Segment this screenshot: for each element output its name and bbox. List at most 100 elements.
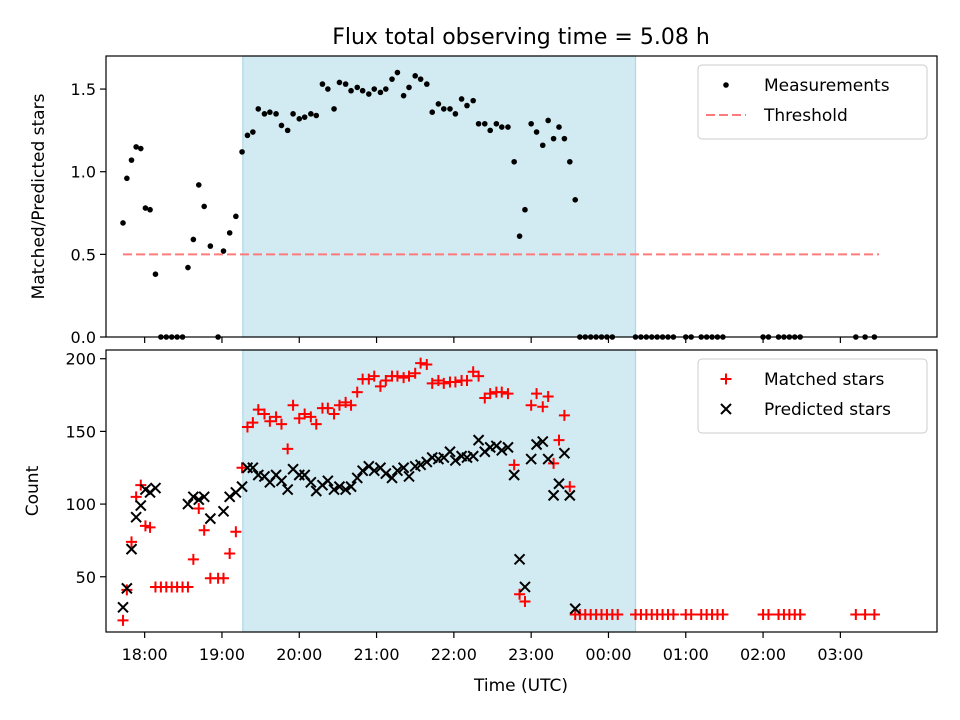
predicted-star-point [117, 601, 129, 613]
measurement-point [124, 175, 130, 182]
predicted-star-point [530, 438, 543, 451]
predicted-star-point [525, 453, 537, 465]
measurement-point [498, 124, 505, 130]
measurement-point [452, 111, 459, 117]
y-tick-label: 1.5 [71, 80, 96, 99]
matched-star-point [531, 388, 543, 400]
measurement-point [383, 86, 389, 92]
data-marks [117, 69, 880, 626]
predicted-star-point [198, 491, 210, 503]
axis-text: 0.0 0.5 1.0 1.5 Matched/Predicted stars 50 100… [23, 80, 863, 664]
matched-star-point [421, 359, 433, 371]
legend-box-ratio [697, 64, 928, 140]
predicted-star-point [391, 464, 404, 477]
predicted-star-point [130, 511, 142, 523]
axes-frames [100, 55, 938, 638]
predicted-star-point [553, 478, 565, 490]
measurement-point [458, 96, 465, 102]
matched-star-point [121, 584, 133, 596]
predicted-star-point [564, 489, 576, 502]
matched-star-point [305, 411, 317, 423]
measurement-point [424, 81, 430, 87]
predicted-star-point [247, 462, 259, 474]
measurement-point [522, 206, 528, 213]
measurement-point [528, 120, 534, 127]
x-tick-label: 19:00 [199, 645, 245, 664]
predicted-star-point [351, 472, 363, 484]
predicted-star-point [217, 505, 230, 518]
matched-star-point [398, 372, 410, 384]
predicted-star-point [193, 494, 205, 506]
shaded-observing-window-count [242, 349, 637, 633]
measurement-point [325, 86, 331, 92]
matched-star-point [859, 609, 871, 621]
matched-star-point [198, 524, 210, 536]
measurement-point [567, 158, 573, 165]
predicted-star-point [333, 480, 346, 493]
predicted-star-point [496, 444, 508, 457]
matched-star-point [247, 417, 259, 429]
measurement-point [406, 84, 412, 91]
measurement-point [487, 127, 493, 134]
matched-star-point [351, 386, 363, 398]
matched-star-point [502, 388, 514, 400]
measurement-point [545, 117, 551, 124]
matched-star-point [374, 380, 386, 392]
measurement-point [354, 84, 361, 91]
matched-star-point [252, 404, 264, 416]
predicted-star-point [414, 459, 427, 471]
predicted-star-point [558, 447, 571, 459]
matched-star-point [514, 588, 526, 600]
measurement-point [561, 135, 568, 142]
matched-star-point [612, 609, 624, 621]
measurement-point [505, 124, 511, 130]
measurement-point [464, 102, 470, 109]
matched-star-point [685, 609, 697, 621]
matched-star-point [553, 434, 565, 446]
measurement-point [475, 120, 482, 127]
measurement-point [313, 112, 320, 119]
matched-star-point [224, 548, 236, 560]
matched-star-point [850, 609, 862, 621]
measurement-point [319, 81, 326, 87]
y-tick-label: 0.5 [71, 245, 96, 264]
predicted-star-point [149, 482, 162, 494]
matched-star-point [484, 388, 496, 400]
measurement-point [470, 97, 476, 104]
matched-star-point [299, 408, 311, 420]
legend-label: Measurements [764, 76, 890, 96]
measurement-point [511, 158, 517, 165]
measurement-point [244, 132, 251, 139]
measurement-point [400, 92, 407, 99]
matched-star-point [508, 459, 520, 471]
measurement-point [250, 129, 256, 135]
predicted-star-point [125, 543, 138, 555]
matched-star-point [310, 418, 322, 430]
matched-star-point [236, 462, 248, 474]
y-tick-label: 0.0 [71, 328, 96, 347]
matched-star-point [868, 609, 880, 621]
measurement-point [447, 106, 453, 112]
measurement-point [371, 86, 378, 92]
matched-star-point [328, 408, 340, 420]
matched-star-point [264, 415, 276, 427]
predicted-star-point [449, 454, 462, 467]
matched-star-point [449, 376, 461, 388]
matched-star-point [230, 526, 242, 538]
predicted-star-point [467, 450, 479, 462]
measurement-point [417, 76, 424, 82]
predicted-star-point [537, 435, 549, 448]
predicted-star-point [403, 470, 415, 483]
matched-star-point [270, 411, 282, 423]
measurement-point [207, 243, 214, 249]
measurement-point [301, 114, 308, 120]
measurement-point [359, 87, 366, 94]
x-tick-label: 23:00 [508, 645, 554, 664]
measurement-point [290, 111, 296, 117]
predicted-star-point [121, 582, 133, 595]
matched-star-point [193, 502, 205, 514]
measurement-point [133, 144, 139, 150]
measurement-point [429, 109, 436, 115]
predicted-star-point [380, 467, 392, 480]
